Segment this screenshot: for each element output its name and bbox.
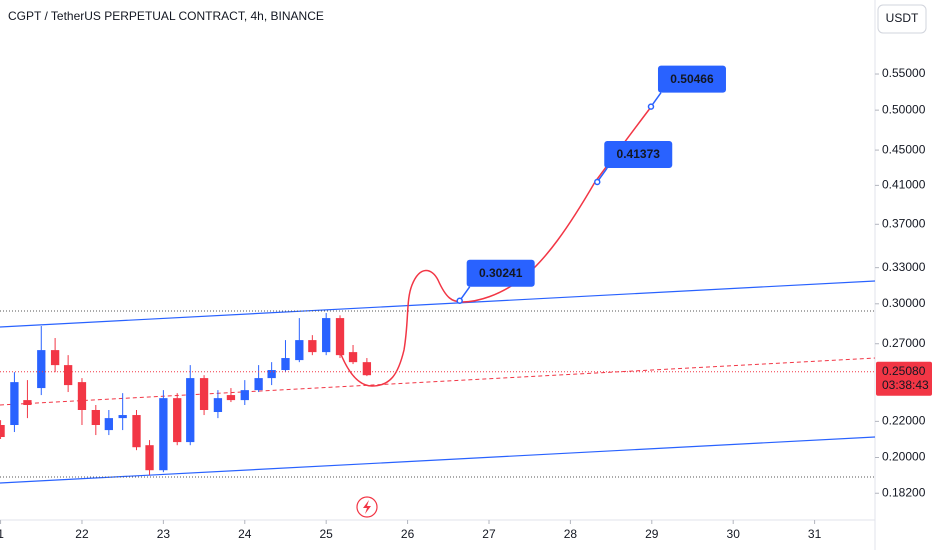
x-tick-label: 26 — [401, 527, 415, 541]
x-tick-label: 30 — [727, 527, 741, 541]
target-point — [647, 103, 655, 110]
target-label: 0.50466 — [670, 72, 714, 86]
target-box — [657, 65, 726, 93]
projection-path — [339, 106, 652, 387]
candle-body — [362, 362, 372, 376]
countdown: 03:38:43 — [882, 378, 929, 392]
candle-body — [240, 390, 249, 401]
target-label: 0.30241 — [479, 266, 523, 280]
candle-body — [10, 382, 19, 426]
y-tick-label: 0.41000 — [882, 178, 926, 192]
x-tick-label: 28 — [564, 527, 578, 541]
y-tick-label: 0.30000 — [882, 296, 926, 310]
target-box — [466, 259, 535, 287]
channel-lower — [0, 436, 876, 484]
icon-bolt — [363, 500, 371, 514]
y-tick-label: 0.37000 — [882, 216, 926, 230]
last-price-label: 0.25080 — [882, 364, 926, 378]
y-tick-label: 0.18200 — [882, 485, 926, 499]
lightning-icon — [356, 496, 378, 518]
candle-body — [322, 318, 331, 353]
candle-body — [104, 418, 113, 431]
x-tick-label: 1 — [0, 527, 4, 541]
channel-middle — [0, 357, 876, 406]
last-price-box — [876, 361, 932, 396]
channel-upper — [0, 280, 876, 328]
target-point — [594, 178, 601, 186]
y-tick-label: 0.45000 — [882, 142, 926, 156]
currency-label[interactable]: USDT — [886, 11, 919, 25]
chart-title: CGPT / TetherUS PERPETUAL CONTRACT, 4h, … — [8, 9, 324, 23]
candle-body — [335, 318, 345, 356]
y-tick-label: 0.33000 — [882, 260, 926, 274]
candle-body — [186, 378, 195, 443]
candle-body — [254, 378, 263, 391]
candle-body — [91, 409, 100, 426]
target-point — [456, 297, 463, 305]
target-label: 0.41373 — [617, 147, 661, 161]
candle-body — [281, 358, 290, 371]
x-tick-label: 25 — [320, 527, 334, 541]
currency-button[interactable] — [877, 4, 927, 34]
candle-body — [267, 370, 276, 379]
candle-body — [348, 352, 358, 363]
candle-body — [63, 365, 73, 386]
candle-body — [0, 425, 5, 438]
candle-body — [50, 350, 60, 366]
candle-body — [295, 340, 304, 361]
candle-body — [118, 415, 127, 419]
y-tick-label: 0.55000 — [882, 66, 926, 80]
y-tick-label: 0.50000 — [882, 102, 926, 116]
x-tick-label: 23 — [157, 527, 171, 541]
candle-body — [199, 378, 209, 410]
candle-body — [308, 340, 317, 353]
candle-body — [173, 398, 182, 443]
target-box — [604, 140, 673, 168]
x-tick-label: 31 — [808, 527, 822, 541]
y-tick-label: 0.20000 — [882, 450, 926, 464]
x-tick-label: 24 — [238, 527, 252, 541]
candle-body — [145, 445, 154, 471]
x-tick-label: 27 — [482, 527, 496, 541]
candle-body — [226, 395, 236, 401]
candle-body — [213, 398, 223, 413]
candle-body — [132, 415, 141, 448]
y-tick-label: 0.22000 — [882, 414, 926, 428]
candle-body — [159, 398, 168, 471]
candle-body — [77, 382, 87, 410]
candle-body — [23, 400, 32, 406]
x-tick-label: 29 — [645, 527, 659, 541]
x-tick-label: 22 — [75, 527, 89, 541]
y-tick-label: 0.27000 — [882, 336, 926, 350]
candle-body — [37, 350, 46, 389]
